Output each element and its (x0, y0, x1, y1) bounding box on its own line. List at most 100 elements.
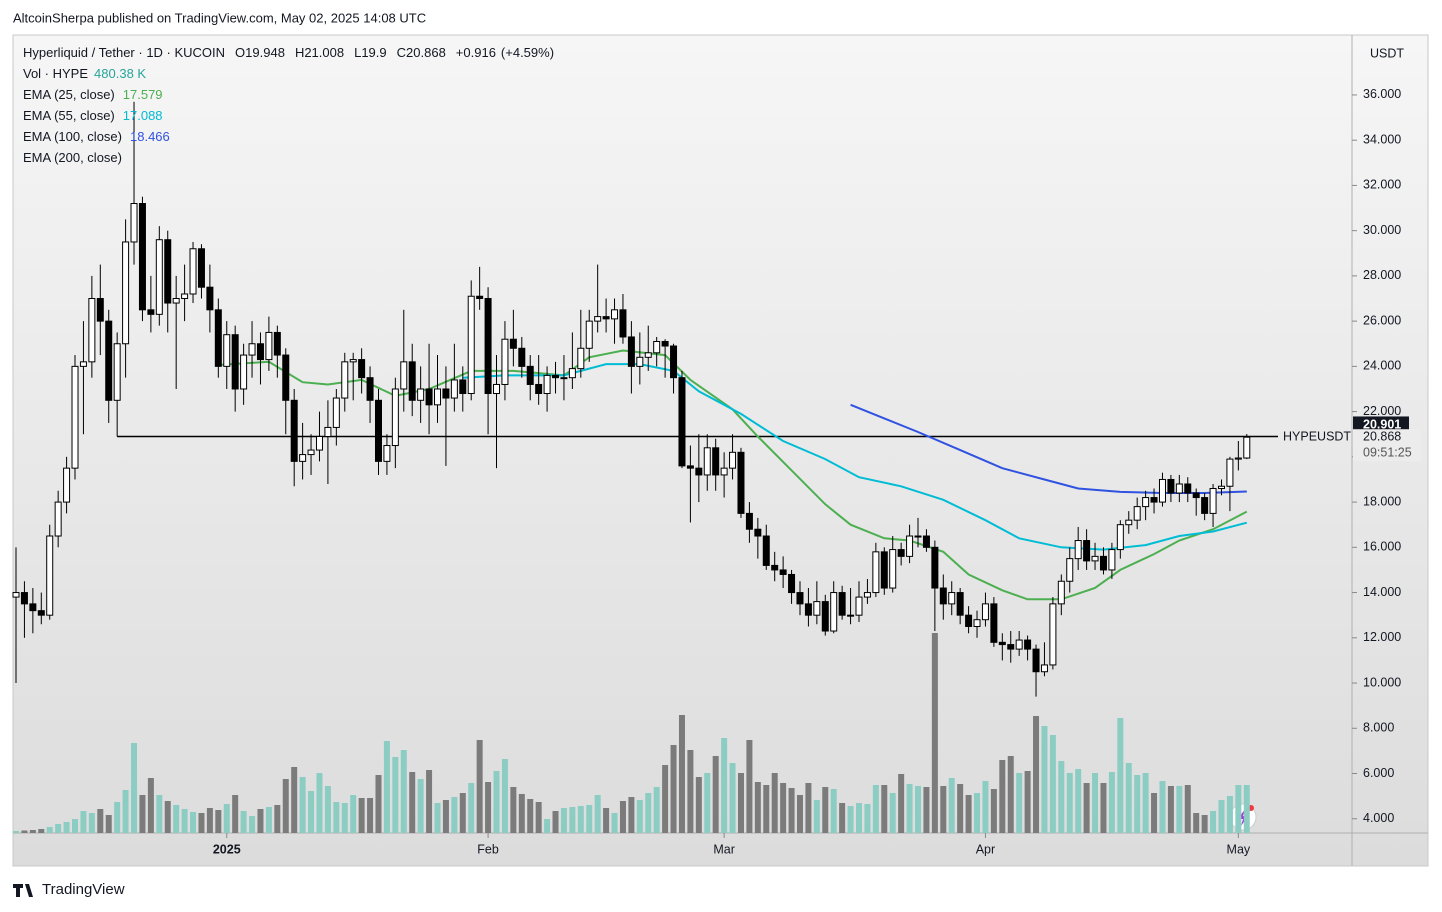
volume-bar (409, 772, 416, 833)
volume-bar (737, 773, 744, 833)
volume-bar (1066, 773, 1073, 833)
volume-bar (569, 807, 576, 833)
volume-bar (1226, 796, 1233, 833)
candle-body (425, 388, 433, 406)
y-tick-label: 18.000 (1363, 494, 1401, 508)
candle-body (729, 451, 737, 469)
volume-bar (223, 804, 230, 833)
last-price: 20.868 (1363, 430, 1401, 444)
currency: USDT (1370, 46, 1404, 60)
legend-ema: EMA (25, close) 17.579 (23, 87, 163, 102)
candle-body (1108, 549, 1116, 571)
volume-bar (173, 805, 180, 833)
candle-body (990, 603, 998, 643)
ema-line (218, 349, 1248, 601)
y-tick-label: 16.000 (1363, 540, 1401, 554)
candle-body (189, 248, 197, 295)
candle-body (214, 309, 222, 367)
volume-bar (1024, 771, 1031, 833)
candle-body (172, 298, 180, 304)
candle-body (948, 592, 956, 605)
volume-bar (1108, 772, 1115, 833)
candle-body (299, 454, 307, 462)
volume-bar (383, 741, 390, 833)
legend-part: Hyperliquid / Tether · 1D · KUCOIN (23, 45, 225, 60)
candle-body (1057, 580, 1065, 605)
y-tick-label: 32.000 (1363, 178, 1401, 192)
candle-body (12, 592, 20, 598)
candle-body (450, 379, 458, 399)
candle-body (476, 295, 484, 300)
volume-bar (906, 784, 913, 833)
candle-body (535, 383, 543, 395)
candle-body (248, 343, 256, 356)
legend-part: EMA (100, close) (23, 129, 122, 144)
candle-body (71, 365, 79, 469)
candle-body (155, 239, 163, 315)
volume-bar (788, 788, 795, 833)
volume-bar (1193, 813, 1200, 833)
candle-body (1032, 648, 1040, 673)
volume-bar (1016, 773, 1023, 833)
volume-bar (198, 813, 205, 833)
y-tick-label: 26.000 (1363, 313, 1401, 327)
volume-bar (544, 819, 551, 833)
y-tick-label: 36.000 (1363, 87, 1401, 101)
candle-body (46, 535, 54, 616)
volume-bar (442, 800, 449, 833)
volume-bar (1201, 815, 1208, 833)
volume-bar (29, 830, 36, 833)
volume-bar (510, 787, 517, 833)
volume-bar (282, 779, 289, 833)
candle-body (636, 356, 644, 367)
candle-body (821, 601, 829, 632)
volume-bar (856, 803, 862, 833)
volume-bar (375, 775, 382, 833)
candle-body (745, 512, 753, 530)
volume-bar (367, 798, 374, 833)
volume-bar (299, 777, 306, 833)
candle-body (712, 447, 720, 476)
candle-body (122, 241, 130, 345)
volume-bar (889, 793, 896, 833)
volume-bar (712, 756, 719, 833)
legend-ema: EMA (55, close) 17.088 (23, 108, 163, 123)
candle-body (231, 334, 239, 390)
candle-body (282, 354, 290, 401)
volume-bar (105, 815, 112, 833)
candle-body (1066, 558, 1074, 582)
volume-bar (796, 795, 803, 833)
volume-bar (265, 807, 272, 833)
candle-body (197, 248, 205, 288)
volume-bar (88, 813, 95, 833)
volume-bar (1117, 718, 1124, 833)
legend-part: Vol · HYPE (23, 66, 88, 81)
candle-body (526, 365, 534, 385)
countdown: 09:51:25 (1363, 446, 1412, 460)
candle-body (467, 295, 475, 395)
volume-bar (55, 824, 62, 833)
volume-bar (1092, 773, 1099, 833)
candle-body (956, 592, 964, 616)
candle-body (1184, 483, 1192, 494)
volume-bar (156, 795, 163, 833)
volume-bar (13, 831, 19, 833)
candle-body (1243, 436, 1251, 459)
volume-bar (1100, 783, 1107, 833)
volume-bar (426, 770, 433, 833)
x-tick-label: 2025 (213, 842, 241, 856)
candle-body (1201, 497, 1209, 514)
volume-bar (1176, 786, 1183, 833)
legend-part: 19.9 (361, 45, 386, 60)
volume-bar (485, 782, 492, 833)
candle-body (96, 298, 104, 322)
legend-part: L (354, 45, 361, 60)
candle-body (366, 377, 374, 401)
candle-body (79, 361, 87, 367)
candle-body (1083, 540, 1091, 562)
volume-bar (1007, 756, 1014, 833)
volume-bar (872, 785, 879, 833)
volume-bar (38, 829, 45, 833)
volume-bar (358, 798, 365, 833)
volume-bar (603, 808, 610, 833)
